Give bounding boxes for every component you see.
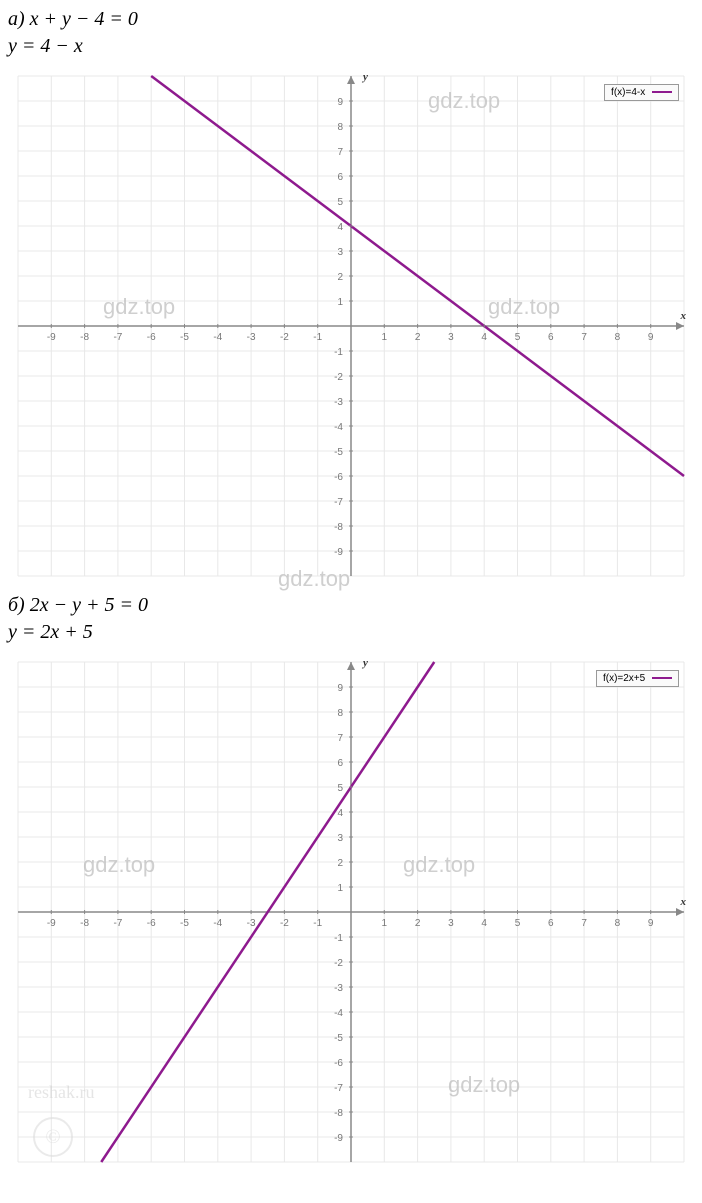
svg-text:-6: -6 [147, 332, 156, 343]
chart-b-svg: -9 -8 -7 -6 -5 -4 -3 -2 -1 1 2 3 4 5 6 7 8 9 -9 -8 -7 -6 -5 -4 -… [8, 652, 694, 1172]
problem-b-label: б) [8, 594, 25, 616]
chart-a-x-label: x [681, 310, 687, 322]
svg-text:-2: -2 [334, 958, 343, 969]
svg-text:6: 6 [337, 758, 343, 769]
svg-text:-6: -6 [147, 918, 156, 929]
problem-b-eq1: 2x − y + 5 = 0 [30, 594, 148, 616]
svg-text:-2: -2 [280, 332, 289, 343]
problem-a-equations: а) x + y − 4 = 0 y = 4 − x [8, 8, 694, 58]
svg-text:9: 9 [648, 918, 654, 929]
svg-text:3: 3 [337, 833, 343, 844]
svg-text:3: 3 [337, 247, 343, 258]
svg-text:-9: -9 [47, 332, 56, 343]
problem-a-label: а) [8, 8, 25, 30]
svg-text:6: 6 [548, 332, 554, 343]
svg-text:5: 5 [337, 783, 343, 794]
svg-text:4: 4 [481, 918, 487, 929]
svg-text:-7: -7 [334, 497, 343, 508]
svg-text:8: 8 [615, 332, 621, 343]
chart-b-x-label: x [681, 896, 687, 908]
svg-text:-5: -5 [180, 332, 189, 343]
svg-text:-6: -6 [334, 472, 343, 483]
svg-text:8: 8 [337, 708, 343, 719]
svg-text:-5: -5 [334, 1033, 343, 1044]
chart-a-y-label: y [363, 71, 368, 83]
problem-a-eq1: x + y − 4 = 0 [30, 8, 138, 30]
svg-text:3: 3 [448, 918, 454, 929]
svg-text:9: 9 [648, 332, 654, 343]
svg-text:-8: -8 [334, 1108, 343, 1119]
svg-text:2: 2 [415, 332, 421, 343]
svg-text:-8: -8 [334, 522, 343, 533]
svg-text:4: 4 [337, 808, 343, 819]
chart-a-legend-text: f(x)=4-x [611, 87, 645, 98]
chart-a-legend-line [652, 91, 672, 93]
svg-text:1: 1 [382, 332, 388, 343]
svg-text:-4: -4 [334, 422, 343, 433]
chart-a: -9 -8 -7 -6 -5 -4 -3 -2 -1 1 2 3 4 5 6 7 8 9 -9 -8 -7 -6 -5 -4 -… [8, 66, 694, 586]
svg-text:-7: -7 [334, 1083, 343, 1094]
problem-a-eq2: y = 4 − x [8, 35, 694, 58]
svg-text:-9: -9 [334, 547, 343, 558]
problem-b-eq2: y = 2x + 5 [8, 621, 694, 644]
svg-text:5: 5 [515, 332, 521, 343]
svg-text:-1: -1 [313, 918, 322, 929]
svg-text:7: 7 [581, 918, 587, 929]
svg-text:4: 4 [337, 222, 343, 233]
svg-text:2: 2 [337, 858, 343, 869]
svg-text:3: 3 [448, 332, 454, 343]
svg-text:-8: -8 [80, 918, 89, 929]
chart-a-svg: -9 -8 -7 -6 -5 -4 -3 -2 -1 1 2 3 4 5 6 7 8 9 -9 -8 -7 -6 -5 -4 -… [8, 66, 694, 586]
svg-text:-5: -5 [334, 447, 343, 458]
svg-text:9: 9 [337, 97, 343, 108]
svg-text:5: 5 [337, 197, 343, 208]
svg-text:-2: -2 [280, 918, 289, 929]
svg-text:7: 7 [337, 733, 343, 744]
svg-text:-6: -6 [334, 1058, 343, 1069]
chart-b-y-label: y [363, 657, 368, 669]
chart-b-legend: f(x)=2x+5 [596, 670, 679, 687]
svg-text:-7: -7 [113, 918, 122, 929]
svg-text:9: 9 [337, 683, 343, 694]
svg-text:-3: -3 [334, 983, 343, 994]
svg-text:-5: -5 [180, 918, 189, 929]
svg-text:-2: -2 [334, 372, 343, 383]
chart-b-legend-text: f(x)=2x+5 [603, 673, 645, 684]
svg-text:-7: -7 [113, 332, 122, 343]
chart-b-legend-line [652, 677, 672, 679]
svg-text:-4: -4 [213, 332, 222, 343]
svg-text:7: 7 [337, 147, 343, 158]
svg-text:-3: -3 [334, 397, 343, 408]
svg-text:6: 6 [548, 918, 554, 929]
svg-text:8: 8 [615, 918, 621, 929]
svg-text:-1: -1 [313, 332, 322, 343]
svg-text:2: 2 [415, 918, 421, 929]
svg-text:5: 5 [515, 918, 521, 929]
svg-text:7: 7 [581, 332, 587, 343]
copyright-icon: © [33, 1117, 73, 1157]
svg-text:-9: -9 [334, 1133, 343, 1144]
svg-text:2: 2 [337, 272, 343, 283]
svg-text:-3: -3 [247, 332, 256, 343]
problem-b-equations: б) 2x − y + 5 = 0 y = 2x + 5 [8, 594, 694, 644]
svg-text:-8: -8 [80, 332, 89, 343]
svg-text:-3: -3 [247, 918, 256, 929]
svg-text:1: 1 [337, 883, 343, 894]
svg-text:-4: -4 [213, 918, 222, 929]
svg-text:-1: -1 [334, 933, 343, 944]
svg-text:1: 1 [337, 297, 343, 308]
chart-b: -9 -8 -7 -6 -5 -4 -3 -2 -1 1 2 3 4 5 6 7 8 9 -9 -8 -7 -6 -5 -4 -… [8, 652, 694, 1172]
svg-text:-4: -4 [334, 1008, 343, 1019]
svg-text:-1: -1 [334, 347, 343, 358]
svg-text:6: 6 [337, 172, 343, 183]
svg-text:8: 8 [337, 122, 343, 133]
svg-text:-9: -9 [47, 918, 56, 929]
svg-text:1: 1 [382, 918, 388, 929]
chart-a-legend: f(x)=4-x [604, 84, 679, 101]
svg-text:4: 4 [481, 332, 487, 343]
